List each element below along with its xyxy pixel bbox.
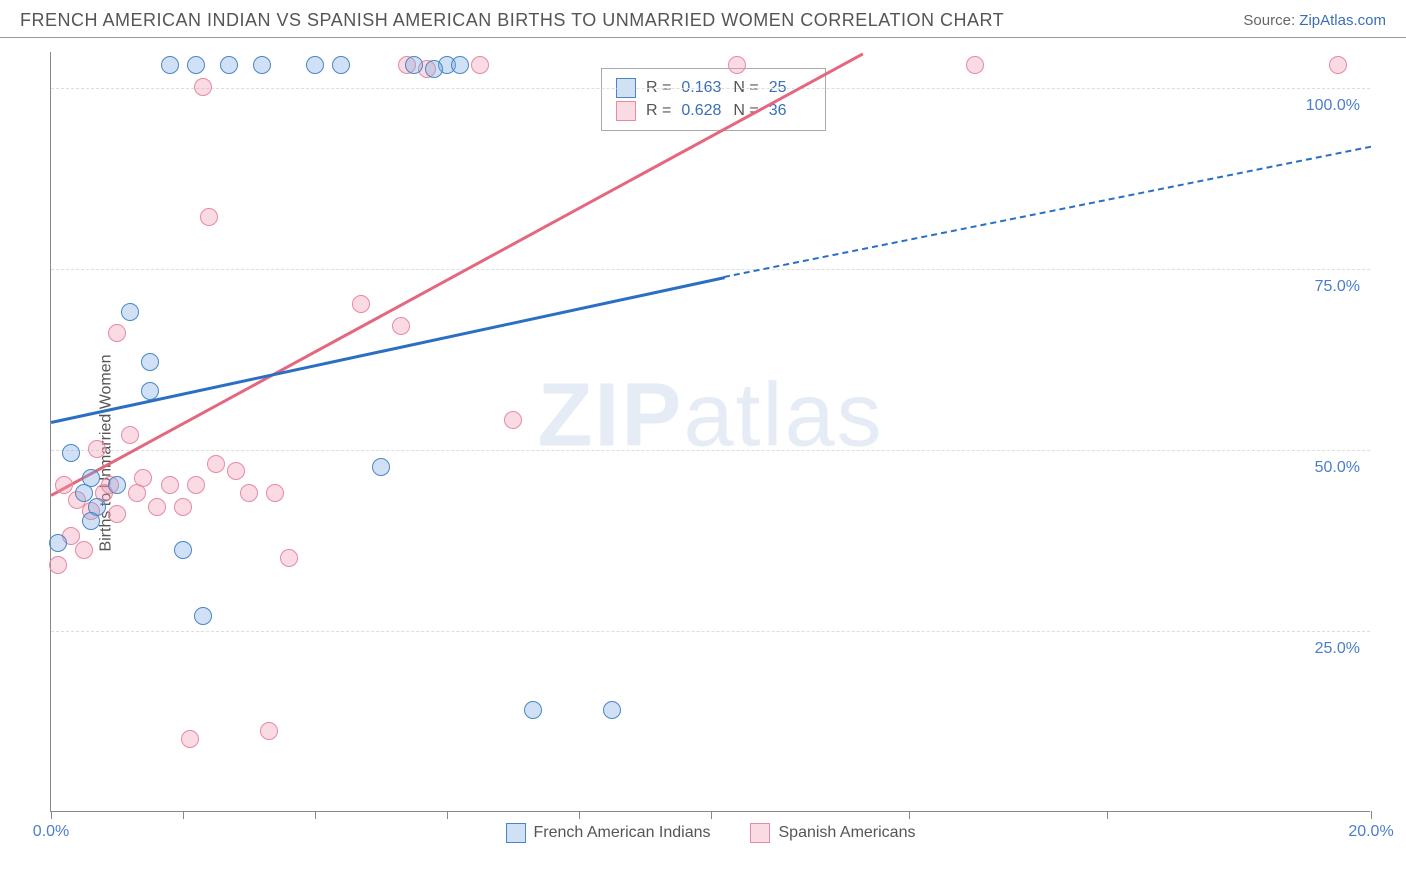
- data-point-pink: [240, 484, 258, 502]
- data-point-blue: [306, 56, 324, 74]
- data-point-blue: [82, 512, 100, 530]
- data-point-blue: [194, 607, 212, 625]
- data-point-blue: [62, 444, 80, 462]
- y-tick-label: 100.0%: [1306, 97, 1360, 115]
- y-tick-label: 25.0%: [1315, 640, 1360, 658]
- data-point-pink: [187, 476, 205, 494]
- source-attribution: Source: ZipAtlas.com: [1243, 12, 1386, 29]
- data-point-pink: [1329, 56, 1347, 74]
- series-legend: French American Indians Spanish American…: [506, 823, 916, 843]
- data-point-blue: [108, 476, 126, 494]
- stats-row-pink: R = 0.628 N = 36: [616, 101, 811, 121]
- gridline-h: [51, 631, 1370, 632]
- data-point-pink: [108, 324, 126, 342]
- data-point-blue: [603, 701, 621, 719]
- x-tick-mark: [1371, 811, 1372, 819]
- trend-line: [51, 276, 725, 423]
- chart-title: FRENCH AMERICAN INDIAN VS SPANISH AMERIC…: [20, 10, 1004, 31]
- data-point-blue: [425, 60, 443, 78]
- data-point-blue: [161, 56, 179, 74]
- data-point-pink: [471, 56, 489, 74]
- chart-header: FRENCH AMERICAN INDIAN VS SPANISH AMERIC…: [0, 0, 1406, 38]
- trend-line: [724, 146, 1371, 278]
- source-link[interactable]: ZipAtlas.com: [1299, 12, 1386, 29]
- x-tick-mark: [447, 811, 448, 819]
- data-point-pink: [181, 730, 199, 748]
- data-point-pink: [200, 208, 218, 226]
- data-point-blue: [121, 303, 139, 321]
- stat-n-pink: 36: [769, 102, 811, 120]
- stat-label-r: R =: [646, 102, 671, 120]
- watermark: ZIPatlas: [537, 365, 883, 468]
- legend-item-blue: French American Indians: [506, 823, 711, 843]
- data-point-pink: [280, 549, 298, 567]
- data-point-pink: [966, 56, 984, 74]
- x-tick-label: 0.0%: [33, 823, 69, 841]
- legend-label-blue: French American Indians: [534, 824, 711, 842]
- data-point-pink: [227, 462, 245, 480]
- legend-item-pink: Spanish Americans: [751, 823, 916, 843]
- gridline-h: [51, 269, 1370, 270]
- data-point-pink: [260, 722, 278, 740]
- legend-label-pink: Spanish Americans: [779, 824, 916, 842]
- data-point-blue: [49, 534, 67, 552]
- data-point-pink: [504, 411, 522, 429]
- data-point-pink: [266, 484, 284, 502]
- data-point-pink: [352, 295, 370, 313]
- data-point-pink: [728, 56, 746, 74]
- data-point-blue: [187, 56, 205, 74]
- data-point-pink: [88, 440, 106, 458]
- data-point-blue: [174, 541, 192, 559]
- source-prefix: Source:: [1243, 12, 1299, 29]
- data-point-pink: [108, 505, 126, 523]
- data-point-blue: [451, 56, 469, 74]
- data-point-blue: [524, 701, 542, 719]
- data-point-blue: [405, 56, 423, 74]
- data-point-pink: [128, 484, 146, 502]
- chart-area: Births to Unmarried Women ZIPatlas R = 0…: [0, 38, 1406, 868]
- data-point-pink: [121, 426, 139, 444]
- data-point-pink: [55, 476, 73, 494]
- data-point-blue: [372, 458, 390, 476]
- data-point-blue: [75, 484, 93, 502]
- data-point-blue: [220, 56, 238, 74]
- stat-r-pink: 0.628: [681, 102, 723, 120]
- x-tick-mark: [711, 811, 712, 819]
- swatch-pink: [616, 101, 636, 121]
- data-point-blue: [141, 353, 159, 371]
- x-tick-mark: [579, 811, 580, 819]
- x-tick-label: 20.0%: [1348, 823, 1393, 841]
- data-point-blue: [332, 56, 350, 74]
- y-tick-label: 75.0%: [1315, 278, 1360, 296]
- plot-region: ZIPatlas R = 0.163 N = 25 R = 0.628 N = …: [50, 52, 1370, 812]
- swatch-blue: [506, 823, 526, 843]
- stats-legend: R = 0.163 N = 25 R = 0.628 N = 36: [601, 68, 826, 131]
- data-point-blue: [141, 382, 159, 400]
- y-tick-label: 50.0%: [1315, 459, 1360, 477]
- data-point-pink: [207, 455, 225, 473]
- x-tick-mark: [909, 811, 910, 819]
- data-point-pink: [75, 541, 93, 559]
- data-point-pink: [194, 78, 212, 96]
- gridline-h: [51, 88, 1370, 89]
- x-tick-mark: [183, 811, 184, 819]
- gridline-h: [51, 450, 1370, 451]
- x-tick-mark: [51, 811, 52, 819]
- data-point-pink: [392, 317, 410, 335]
- data-point-pink: [161, 476, 179, 494]
- x-tick-mark: [315, 811, 316, 819]
- x-tick-mark: [1107, 811, 1108, 819]
- data-point-pink: [148, 498, 166, 516]
- data-point-pink: [49, 556, 67, 574]
- data-point-pink: [174, 498, 192, 516]
- data-point-blue: [253, 56, 271, 74]
- swatch-pink: [751, 823, 771, 843]
